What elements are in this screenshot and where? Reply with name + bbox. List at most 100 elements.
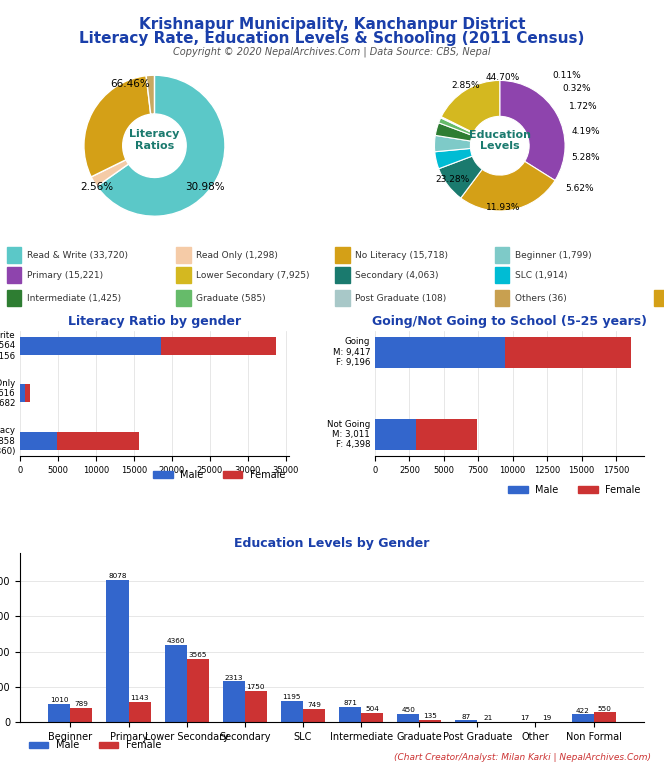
Wedge shape — [441, 117, 473, 133]
Text: 2313: 2313 — [224, 674, 243, 680]
Wedge shape — [84, 76, 151, 177]
Bar — [20, 336, 161, 355]
Bar — [176, 267, 191, 283]
Bar — [245, 691, 267, 722]
Bar — [20, 384, 25, 402]
Text: Others (36): Others (36) — [515, 294, 566, 303]
Text: Krishnapur Municipality, Kanchanpur District: Krishnapur Municipality, Kanchanpur Dist… — [139, 17, 525, 32]
Bar — [335, 290, 350, 306]
Title: Education Levels by Gender: Education Levels by Gender — [234, 538, 430, 551]
Text: 422: 422 — [576, 708, 590, 713]
Bar — [572, 714, 594, 722]
Wedge shape — [435, 148, 472, 169]
Bar — [7, 267, 21, 283]
Bar — [495, 247, 509, 263]
Wedge shape — [436, 123, 472, 141]
Bar — [48, 704, 70, 722]
Wedge shape — [442, 81, 500, 133]
Bar — [57, 432, 139, 450]
Text: 450: 450 — [401, 707, 415, 713]
Bar — [375, 419, 416, 450]
Text: Graduate (585): Graduate (585) — [196, 294, 266, 303]
Text: 30.98%: 30.98% — [185, 181, 225, 192]
Text: 87: 87 — [461, 713, 471, 720]
Bar — [20, 432, 57, 450]
Bar — [654, 290, 664, 306]
Text: Literacy
Ratios: Literacy Ratios — [129, 129, 180, 151]
Bar — [339, 707, 361, 722]
Text: Read Only (1,298): Read Only (1,298) — [196, 251, 278, 260]
Text: 0.11%: 0.11% — [552, 71, 581, 80]
Text: 1010: 1010 — [50, 697, 68, 703]
Wedge shape — [97, 75, 225, 217]
Text: Primary (15,221): Primary (15,221) — [27, 271, 103, 280]
Text: Post Graduate (108): Post Graduate (108) — [355, 294, 446, 303]
Wedge shape — [461, 161, 555, 211]
Title: Going/Not Going to School (5-25 years): Going/Not Going to School (5-25 years) — [372, 316, 647, 329]
Bar — [375, 336, 505, 368]
Bar — [70, 708, 92, 722]
Text: 1195: 1195 — [283, 694, 301, 700]
Text: 1.72%: 1.72% — [569, 102, 598, 111]
Text: 44.70%: 44.70% — [486, 73, 520, 81]
Bar — [176, 290, 191, 306]
Bar — [25, 384, 30, 402]
Bar — [187, 659, 208, 722]
Wedge shape — [146, 75, 155, 114]
Wedge shape — [441, 117, 473, 133]
Bar — [176, 247, 191, 263]
Text: SLC (1,914): SLC (1,914) — [515, 271, 567, 280]
Bar — [361, 713, 383, 722]
Text: 5.62%: 5.62% — [565, 184, 594, 193]
Text: 550: 550 — [598, 706, 612, 711]
Text: No Literacy (15,718): No Literacy (15,718) — [355, 251, 448, 260]
Text: Lower Secondary (7,925): Lower Secondary (7,925) — [196, 271, 309, 280]
Text: Copyright © 2020 NepalArchives.Com | Data Source: CBS, Nepal: Copyright © 2020 NepalArchives.Com | Dat… — [173, 46, 491, 57]
Text: Literacy Rate, Education Levels & Schooling (2011 Census): Literacy Rate, Education Levels & School… — [79, 31, 585, 47]
Text: Beginner (1,799): Beginner (1,799) — [515, 251, 591, 260]
Bar — [505, 336, 631, 368]
Bar — [129, 702, 151, 722]
Text: 2.56%: 2.56% — [80, 181, 113, 192]
Bar — [222, 681, 245, 722]
Text: 19: 19 — [542, 715, 551, 721]
Text: 66.46%: 66.46% — [110, 78, 149, 88]
Wedge shape — [439, 156, 482, 198]
Legend: Male, Female: Male, Female — [25, 737, 165, 754]
Text: 5.28%: 5.28% — [572, 153, 600, 162]
Wedge shape — [500, 81, 565, 180]
Wedge shape — [434, 135, 471, 152]
Text: Read & Write (33,720): Read & Write (33,720) — [27, 251, 127, 260]
Bar — [495, 290, 509, 306]
Text: 871: 871 — [343, 700, 357, 706]
Bar — [106, 580, 129, 722]
Wedge shape — [91, 160, 129, 187]
Text: Education
Levels: Education Levels — [469, 130, 531, 151]
Bar — [594, 712, 616, 722]
Legend: Male, Female: Male, Female — [504, 481, 645, 498]
Legend: Male, Female: Male, Female — [149, 465, 290, 484]
Text: 1143: 1143 — [130, 695, 149, 701]
Text: 2.85%: 2.85% — [452, 81, 480, 90]
Text: 3565: 3565 — [189, 653, 207, 658]
Bar — [419, 720, 442, 722]
Bar — [335, 267, 350, 283]
Text: Intermediate (1,425): Intermediate (1,425) — [27, 294, 121, 303]
Text: 1750: 1750 — [246, 684, 265, 690]
Text: 11.93%: 11.93% — [486, 204, 521, 212]
Text: 21: 21 — [484, 715, 493, 721]
Text: 8078: 8078 — [108, 573, 127, 579]
Text: 23.28%: 23.28% — [436, 175, 470, 184]
Bar — [165, 645, 187, 722]
Text: 4.19%: 4.19% — [572, 127, 600, 136]
Bar — [161, 336, 276, 355]
Text: 17: 17 — [520, 715, 529, 721]
Wedge shape — [439, 118, 473, 135]
Bar — [7, 290, 21, 306]
Text: 4360: 4360 — [167, 638, 185, 644]
Bar — [456, 720, 477, 722]
Title: Literacy Ratio by gender: Literacy Ratio by gender — [68, 316, 241, 329]
Bar — [397, 714, 419, 722]
Bar — [281, 701, 303, 722]
Text: (Chart Creator/Analyst: Milan Karki | NepalArchives.Com): (Chart Creator/Analyst: Milan Karki | Ne… — [394, 753, 651, 762]
